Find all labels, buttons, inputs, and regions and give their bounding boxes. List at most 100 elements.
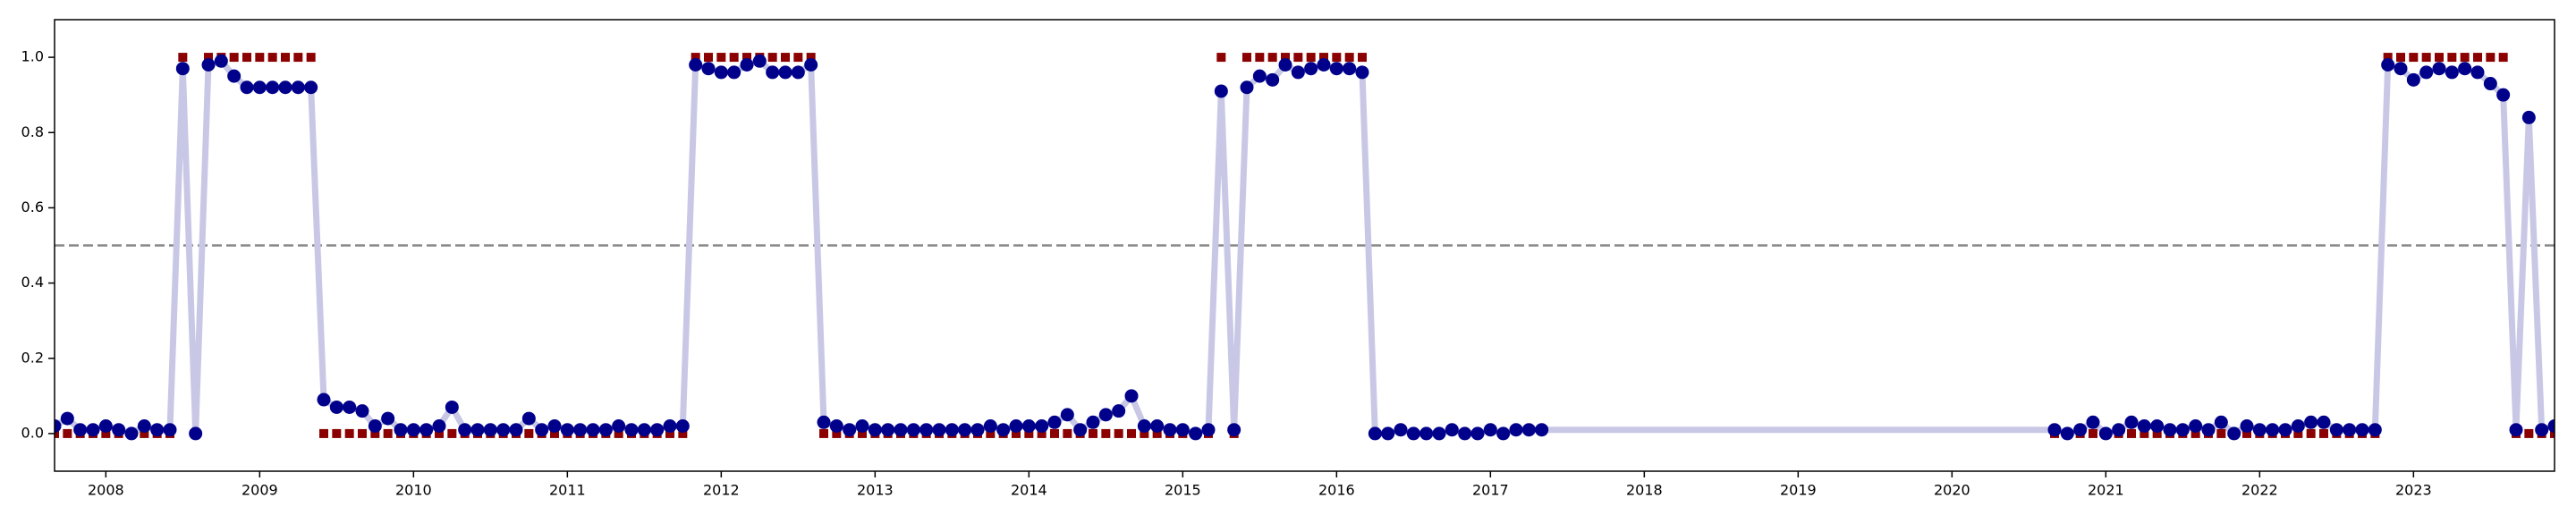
- x-tick-label: 2012: [703, 482, 740, 499]
- label-marker: [1114, 428, 1123, 438]
- label-marker: [319, 428, 328, 438]
- x-tick-label: 2013: [857, 482, 894, 499]
- plot-frame: [54, 19, 2555, 472]
- y-tick-label: 0.6: [21, 198, 44, 215]
- probability-marker: [2112, 423, 2126, 437]
- label-marker: [2524, 428, 2534, 438]
- probability-marker: [1073, 423, 1088, 437]
- probability-marker: [1060, 408, 1074, 422]
- probability-marker: [1086, 415, 1100, 429]
- probability-marker: [1368, 426, 1382, 441]
- label-marker: [2152, 428, 2162, 438]
- probability-marker: [1432, 426, 1446, 441]
- label-marker: [1063, 428, 1072, 438]
- label-marker: [2190, 428, 2200, 438]
- label-marker: [383, 428, 393, 438]
- label-marker: [267, 53, 277, 63]
- label-marker: [1024, 428, 1034, 438]
- label-marker: [781, 53, 790, 63]
- probability-marker: [1317, 58, 1331, 72]
- probability-marker: [496, 423, 511, 437]
- probability-marker: [1124, 389, 1139, 403]
- probability-marker: [1009, 419, 1023, 433]
- x-tick-label: 2009: [242, 482, 278, 499]
- probability-marker: [458, 423, 472, 437]
- probability-marker: [419, 423, 434, 437]
- probability-marker: [1419, 426, 1434, 441]
- probability-marker: [1483, 423, 1497, 437]
- probability-marker: [1150, 419, 1165, 433]
- label-marker: [1358, 53, 1367, 63]
- probability-marker: [547, 419, 562, 433]
- y-tick-label: 0.4: [21, 274, 44, 291]
- label-marker: [1089, 428, 1097, 438]
- label-marker: [2319, 428, 2328, 438]
- label-marker: [1319, 53, 1328, 63]
- probability-marker: [2368, 423, 2382, 437]
- label-marker: [550, 428, 559, 438]
- x-tick-label: 2021: [2088, 482, 2124, 499]
- probability-marker: [214, 54, 228, 68]
- label-marker: [55, 428, 59, 438]
- probability-marker: [727, 65, 741, 80]
- label-marker: [2550, 428, 2555, 438]
- label-marker: [1344, 53, 1354, 63]
- probability-marker: [2163, 423, 2177, 437]
- probability-marker: [958, 423, 972, 437]
- probability-marker: [1304, 62, 1318, 76]
- label-marker: [204, 53, 213, 63]
- probability-marker: [2432, 62, 2446, 76]
- probability-marker: [175, 62, 190, 76]
- label-marker: [1152, 428, 1162, 438]
- x-tick-label: 2016: [1318, 482, 1355, 499]
- y-tick-label: 0.8: [21, 123, 44, 140]
- probability-marker: [2509, 423, 2523, 437]
- label-marker: [1267, 53, 1277, 63]
- probability-marker: [624, 423, 639, 437]
- label-marker: [293, 53, 303, 63]
- label-marker: [742, 53, 751, 63]
- label-marker: [2435, 53, 2444, 63]
- x-tick-label: 2014: [1011, 482, 1047, 499]
- label-marker: [1332, 53, 1342, 63]
- probability-marker: [2496, 88, 2511, 102]
- probability-marker: [778, 65, 792, 80]
- label-marker: [101, 428, 111, 438]
- probability-marker: [817, 415, 831, 429]
- y-tick-label: 0.2: [21, 349, 44, 366]
- probability-marker: [432, 419, 446, 433]
- probability-marker: [1189, 426, 1203, 441]
- probability-marker: [2060, 426, 2074, 441]
- label-marker: [665, 428, 674, 438]
- label-marker: [370, 428, 380, 438]
- probability-marker: [1047, 415, 1062, 429]
- probability-marker: [1035, 419, 1049, 433]
- probability-marker: [1355, 65, 1369, 80]
- label-marker: [2383, 53, 2393, 63]
- probability-marker: [2252, 423, 2267, 437]
- x-tick-label: 2019: [1780, 482, 1817, 499]
- x-tick-label: 2018: [1626, 482, 1663, 499]
- probability-marker: [317, 393, 331, 407]
- x-tick-label: 2011: [549, 482, 586, 499]
- probability-marker: [521, 411, 536, 426]
- probability-marker: [2124, 415, 2139, 429]
- probability-marker: [227, 69, 242, 83]
- probability-marker: [1521, 423, 1536, 437]
- label-marker: [63, 428, 72, 438]
- probability-marker: [2227, 426, 2241, 441]
- probability-marker: [650, 423, 665, 437]
- probability-marker: [919, 423, 934, 437]
- label-marker: [306, 53, 316, 63]
- probability-marker: [406, 423, 420, 437]
- probability-marker: [394, 423, 408, 437]
- label-marker: [767, 53, 777, 63]
- x-tick-label: 2008: [88, 482, 124, 499]
- probability-marker: [2470, 65, 2485, 80]
- label-marker: [242, 53, 251, 63]
- probability-marker: [1291, 65, 1305, 80]
- probability-marker: [894, 423, 908, 437]
- probability-marker: [701, 62, 716, 76]
- label-marker: [524, 428, 534, 438]
